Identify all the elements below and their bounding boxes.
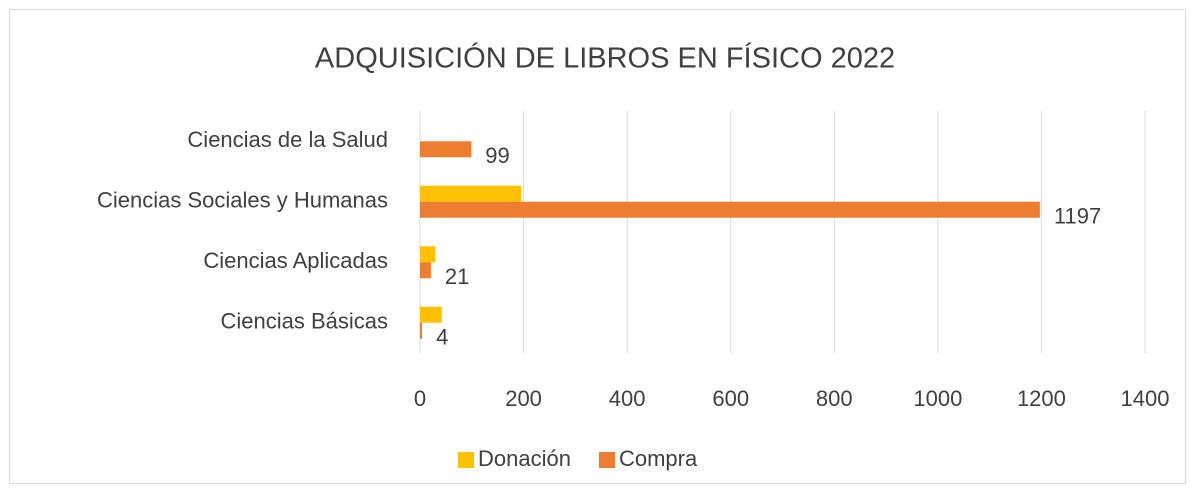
x-tick-label: 400 <box>609 386 646 411</box>
bar <box>420 246 436 263</box>
bar <box>420 322 423 339</box>
x-tick-label: 800 <box>816 386 853 411</box>
legend-label: Donación <box>478 446 571 471</box>
y-tick-label: Ciencias Básicas <box>220 309 388 334</box>
data-label: 1197 <box>1054 204 1101 229</box>
legend-swatch <box>598 452 615 468</box>
x-tick-label: 1000 <box>913 386 962 411</box>
bar <box>420 306 442 323</box>
data-label: 99 <box>485 143 509 168</box>
chart-frame <box>9 9 1186 484</box>
data-label: 21 <box>445 264 469 289</box>
y-tick-label: Ciencias Sociales y Humanas <box>97 188 388 213</box>
chart-title: ADQUISICIÓN DE LIBROS EN FÍSICO 2022 <box>315 42 895 75</box>
y-tick-label: Ciencias de la Salud <box>187 127 388 152</box>
data-label: 4 <box>436 325 448 350</box>
x-tick-label: 1200 <box>1017 386 1066 411</box>
legend-swatch <box>458 452 474 468</box>
x-tick-label: 0 <box>414 386 426 411</box>
bar <box>420 201 1040 218</box>
bar <box>420 141 472 158</box>
x-tick-label: 1400 <box>1121 386 1170 411</box>
bar <box>420 185 521 202</box>
y-tick-label: Ciencias Aplicadas <box>203 248 388 273</box>
bar <box>420 262 431 279</box>
x-tick-label: 600 <box>712 386 749 411</box>
legend-label: Compra <box>619 446 698 471</box>
x-tick-label: 200 <box>505 386 542 411</box>
